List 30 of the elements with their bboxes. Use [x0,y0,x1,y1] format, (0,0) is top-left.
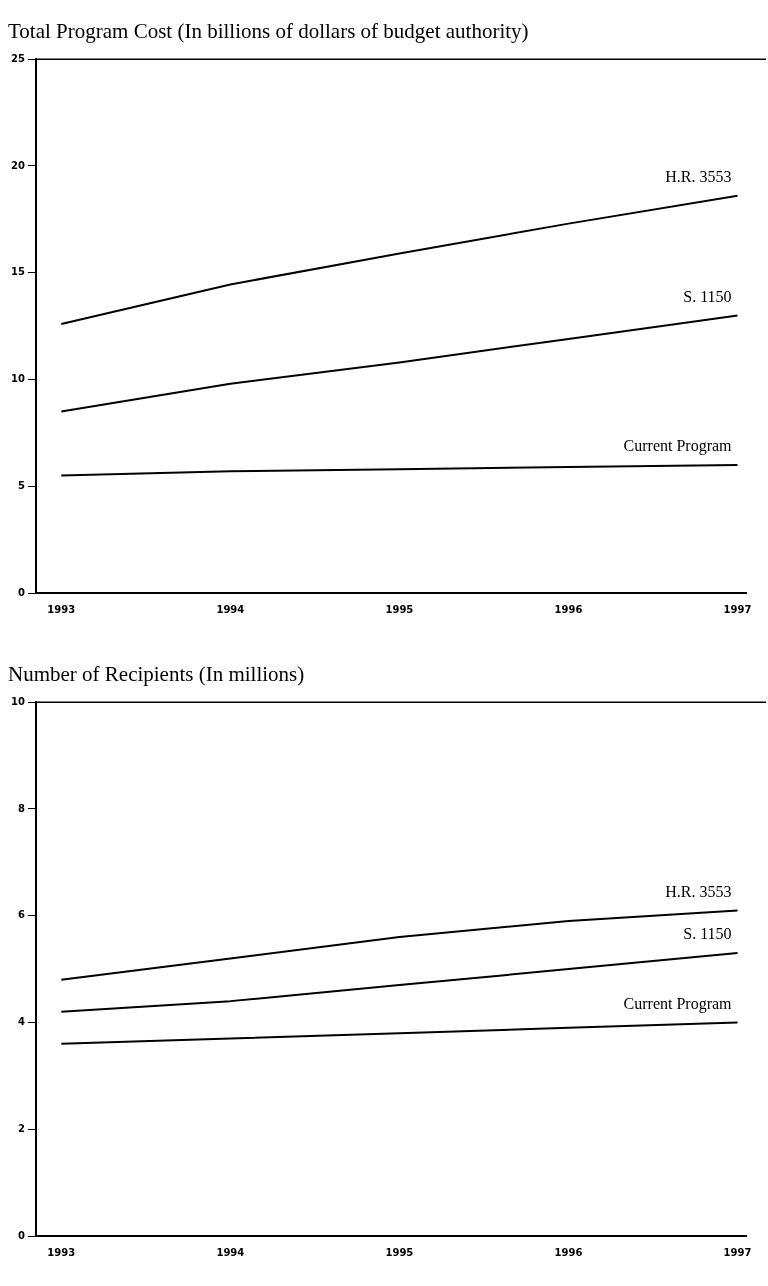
series-label: H.R. 3553 [665,168,732,186]
y-tick-label: 0 [17,586,25,598]
x-tick-label: 1994 [216,1246,245,1258]
y-tick-label: 2 [17,1122,25,1134]
chart-title: Total Program Cost (In billions of dollars of budget authority) [8,19,529,44]
y-tick-label: 5 [17,479,25,491]
x-tick-label: 1996 [554,603,583,615]
x-tick-label: 1995 [385,1246,414,1258]
x-tick-label: 1993 [47,1246,76,1258]
series-label: S. 1150 [683,287,732,305]
x-tick-label: 1994 [216,603,245,615]
series-label: Current Program [623,994,733,1013]
y-tick-label: 10 [10,373,25,385]
chart-title: Number of Recipients (In millions) [8,662,305,687]
y-tick-label: 15 [10,266,25,278]
y-tick-label: 20 [10,159,25,171]
x-tick-label: 1997 [723,603,752,615]
y-tick-label: 25 [10,52,25,64]
y-tick-label: 8 [17,802,25,814]
x-tick-label: 1993 [47,603,76,615]
series-label: Current Program [623,437,733,456]
y-tick-label: 0 [17,1229,25,1241]
y-tick-label: 6 [17,909,25,921]
series-label: H.R. 3553 [665,882,732,900]
y-tick-label: 10 [10,695,25,707]
series-label: S. 1150 [683,925,732,943]
x-tick-label: 1995 [385,603,414,615]
y-tick-label: 4 [17,1016,25,1028]
x-tick-label: 1997 [723,1246,752,1258]
x-tick-label: 1996 [554,1246,583,1258]
